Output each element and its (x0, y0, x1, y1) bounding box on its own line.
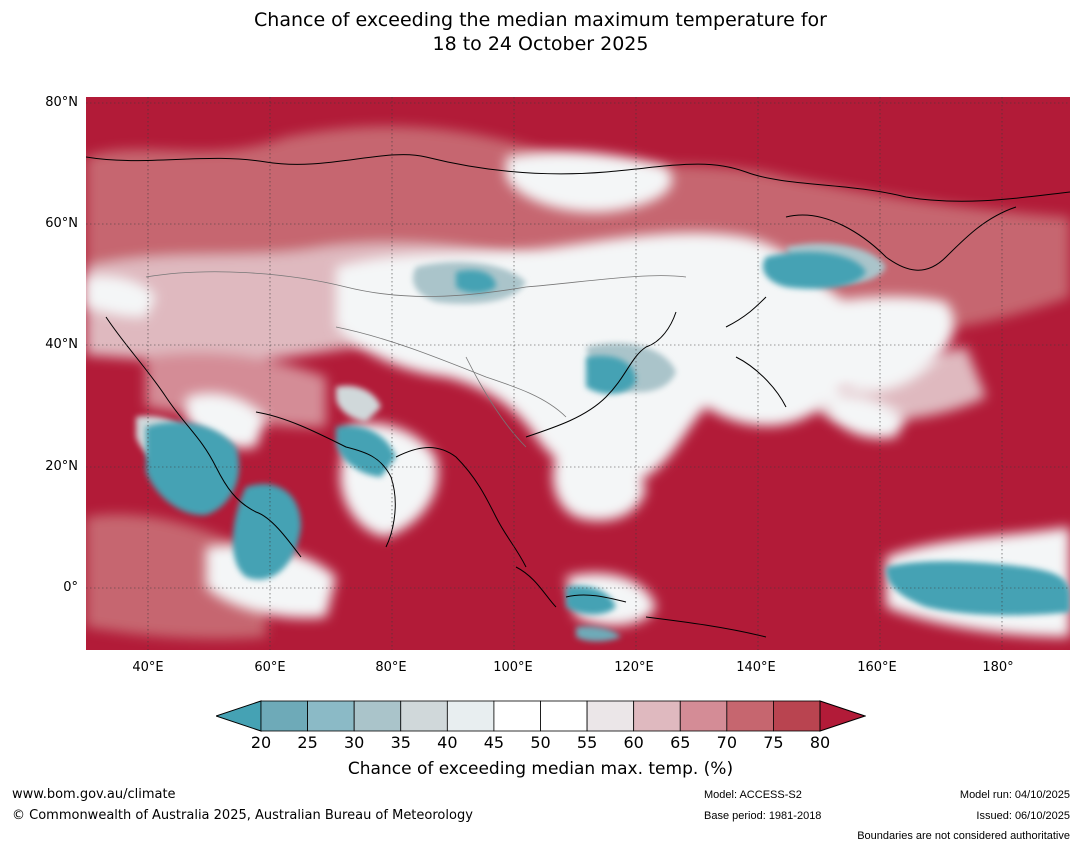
lat-label-60n: 60°N (45, 216, 78, 231)
colorbar-segment (400, 700, 448, 732)
coastlines (86, 154, 1070, 638)
colorbar-svg (214, 700, 867, 732)
colorbar-extend-low (214, 700, 262, 732)
colorbar-tick-label: 80 (809, 733, 831, 752)
colorbar-tick-label: 55 (576, 733, 598, 752)
colorbar-tick-label: 70 (716, 733, 737, 752)
colorbar-tick-label: 45 (483, 733, 505, 752)
colorbar-tick-label: 25 (297, 733, 318, 752)
map-canvas (86, 97, 1070, 650)
colorbar-tick-label: 30 (343, 733, 365, 752)
colorbar-tick-label: 50 (530, 733, 551, 752)
borders (145, 271, 687, 448)
colorbar-segment (586, 700, 635, 732)
title-line-1: Chance of exceeding the median maximum t… (254, 9, 827, 31)
colorbar-segment (260, 700, 308, 732)
lat-label-20n: 20°N (45, 459, 78, 474)
disclaimer-text: Boundaries are not considered authoritat… (857, 830, 1070, 842)
issued-text: Issued: 06/10/2025 (976, 810, 1070, 822)
model-text: Model: ACCESS-S2 (704, 789, 802, 801)
lon-label-80e: 80°E (375, 660, 407, 675)
colorbar-tick-label: 20 (250, 733, 272, 752)
colorbar-label: Chance of exceeding median max. temp. (%… (347, 759, 734, 779)
colorbar-segment (353, 700, 402, 732)
colorbar-tick-label: 40 (437, 733, 458, 752)
colorbar-segment (679, 700, 728, 732)
lon-label-60e: 60°E (254, 660, 286, 675)
lon-label-140e: 140°E (736, 660, 776, 675)
colorbar-tick-label: 65 (670, 733, 691, 752)
colorbar-segment (633, 700, 681, 732)
lon-label-40e: 40°E (132, 660, 164, 675)
colorbar-segment (493, 700, 541, 732)
model-run-text: Model run: 04/10/2025 (959, 789, 1070, 801)
lon-label-160e: 160°E (857, 660, 897, 675)
lat-label-40n: 40°N (45, 337, 78, 352)
colorbar-tick-label: 35 (390, 733, 411, 752)
graticule (86, 97, 1070, 650)
colorbar-segment (726, 700, 774, 732)
lon-label-100e: 100°E (493, 660, 533, 675)
lat-label-80n: 80°N (45, 95, 78, 110)
lon-label-120e: 120°E (614, 660, 654, 675)
map-title: Chance of exceeding the median maximum t… (0, 8, 1081, 56)
lat-label-0: 0° (63, 580, 78, 595)
colorbar-extend-high (819, 700, 867, 732)
colorbar-segment (446, 700, 495, 732)
base-period-text: Base period: 1981-2018 (704, 810, 822, 822)
probability-map (86, 97, 1070, 650)
colorbar (214, 700, 867, 732)
title-line-2: 18 to 24 October 2025 (432, 33, 649, 55)
colorbar-tick-label: 75 (763, 733, 784, 752)
colorbar-segment (540, 700, 588, 732)
colorbar-tick-label: 60 (623, 733, 644, 752)
lon-label-180: 180° (982, 660, 1014, 675)
copyright-text: © Commonwealth of Australia 2025, Austra… (12, 808, 473, 823)
website-link[interactable]: www.bom.gov.au/climate (12, 787, 176, 802)
colorbar-segment (307, 700, 355, 732)
colorbar-segment (773, 700, 821, 732)
